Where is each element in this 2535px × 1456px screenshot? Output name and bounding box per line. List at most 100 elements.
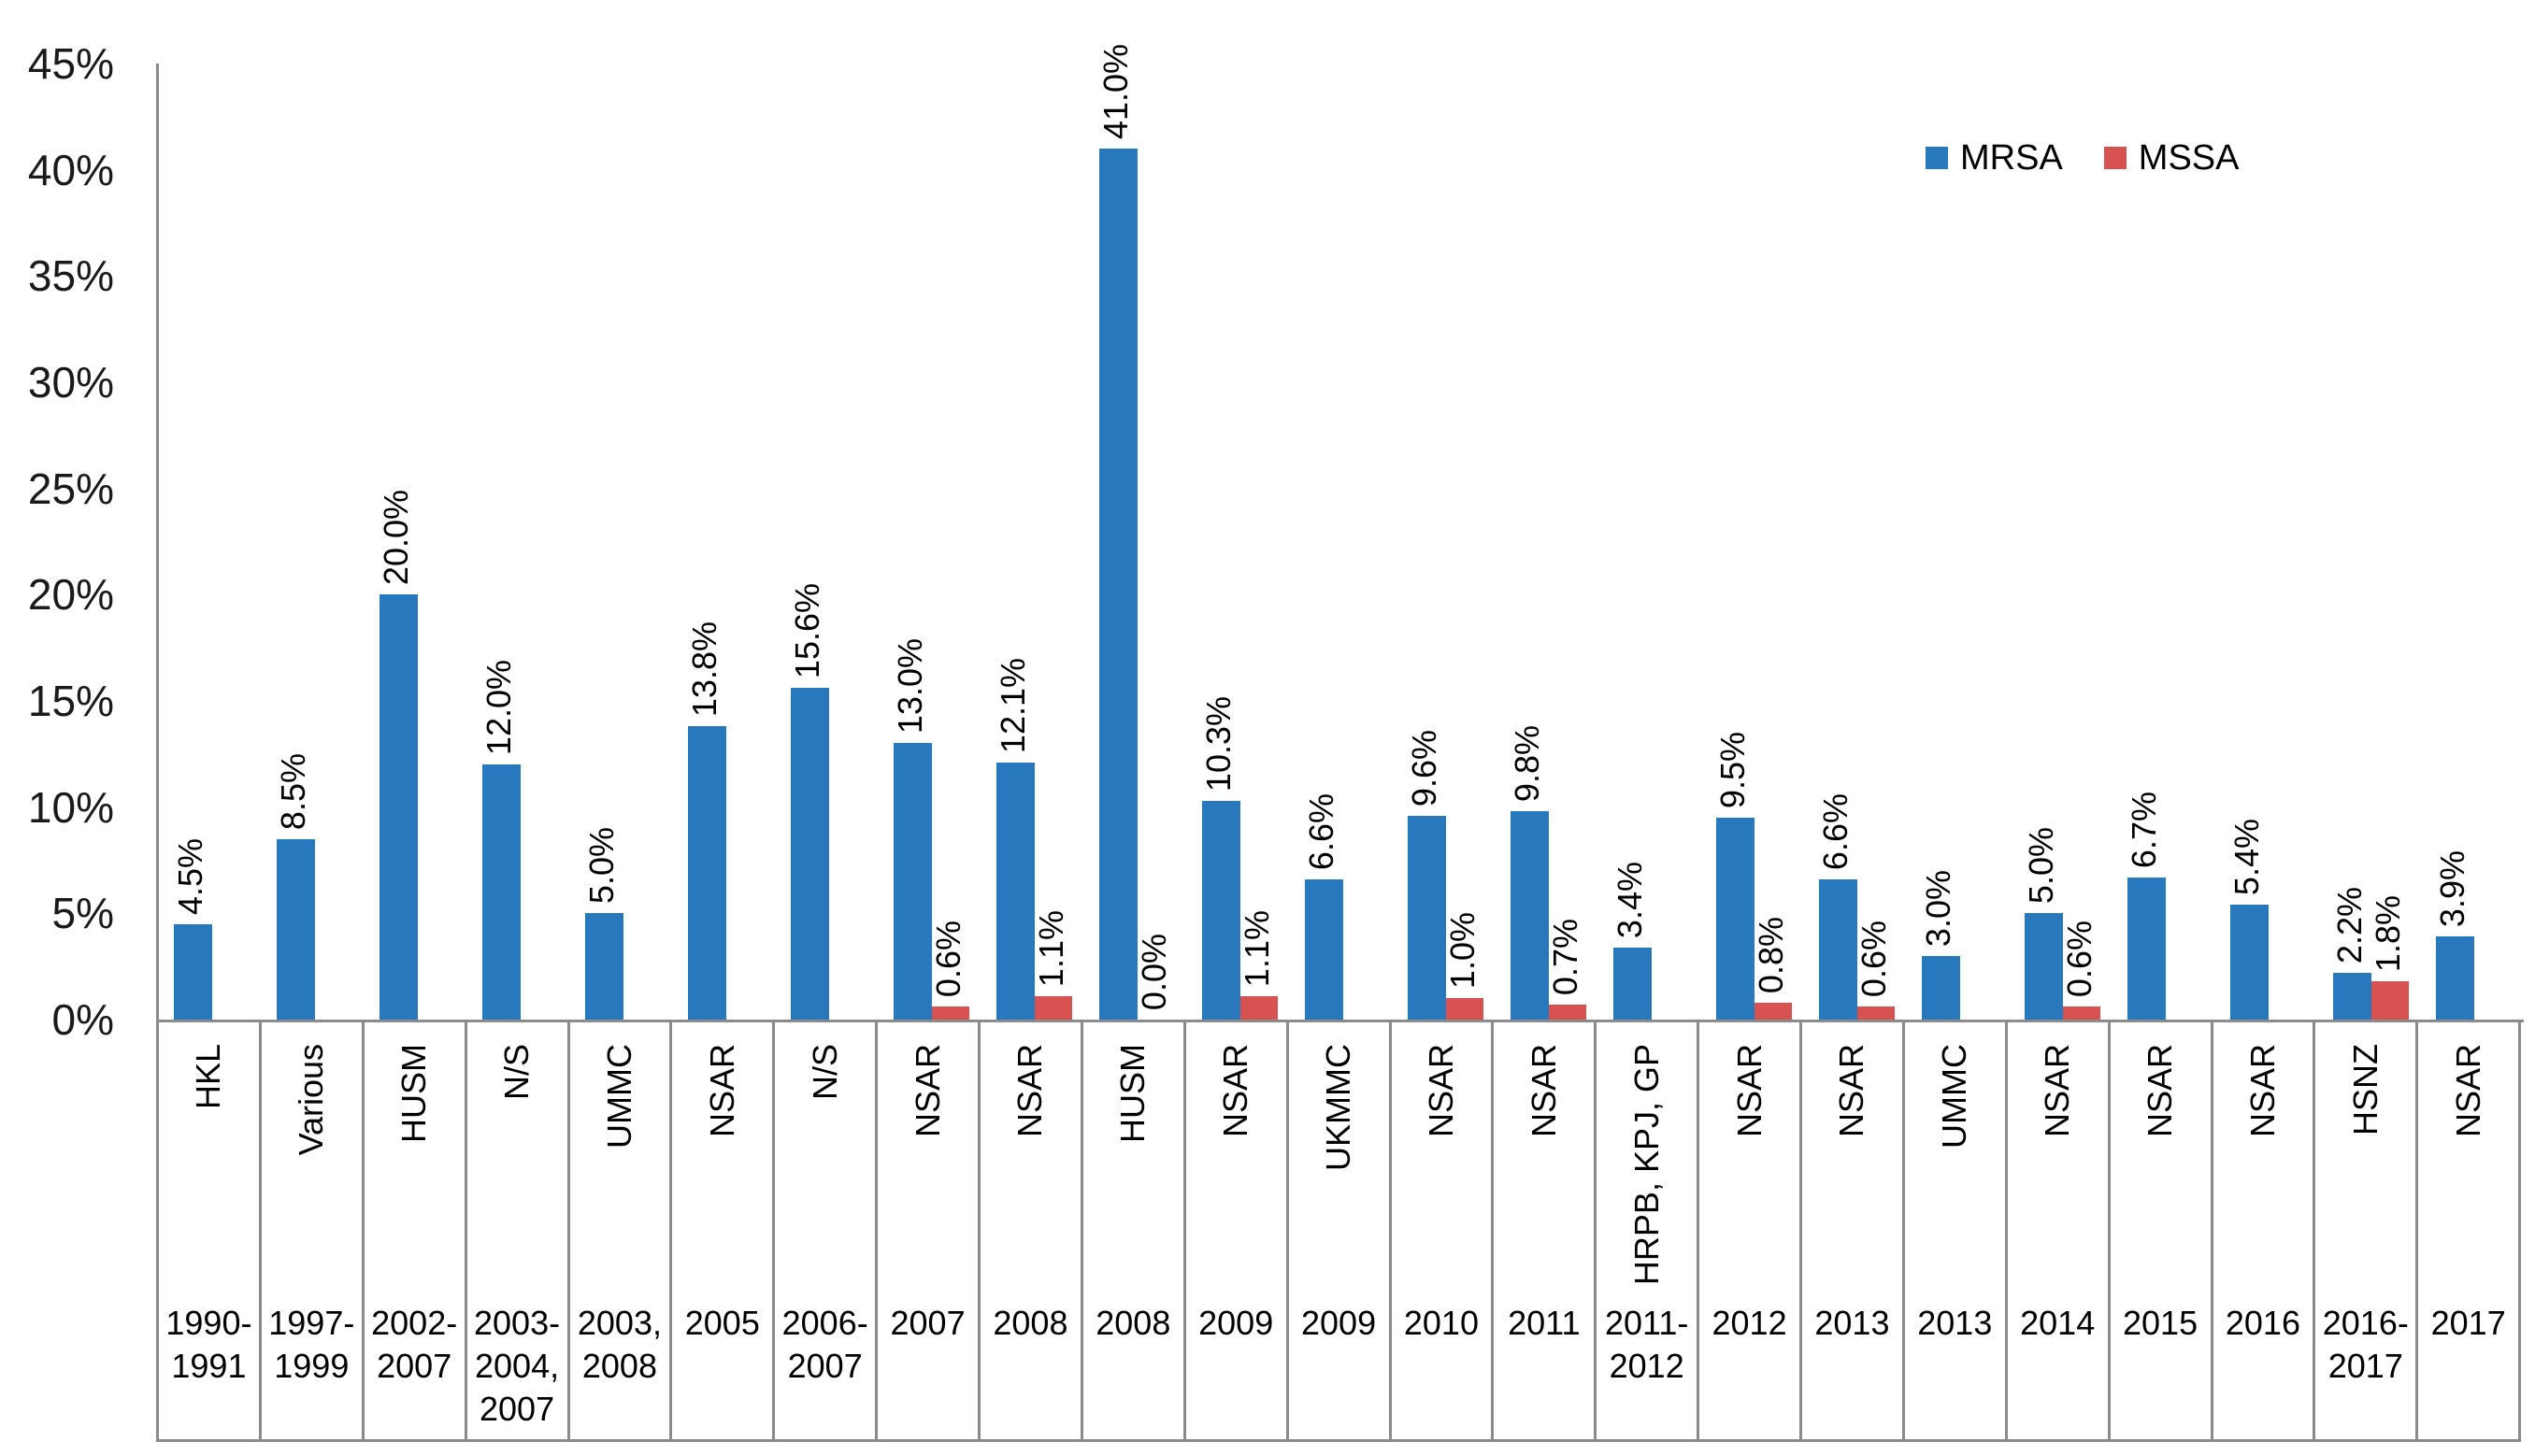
bar-mrsa: [1819, 878, 1857, 1020]
data-label-mrsa: 10.3%: [1199, 695, 1238, 792]
data-label-mrsa: 9.5%: [1713, 731, 1752, 809]
data-label-mrsa: 8.5%: [274, 752, 312, 830]
chart-column: 3.4%: [1598, 64, 1701, 1020]
chart-column: 5.0%: [570, 64, 673, 1020]
y-axis-tick-label: 45%: [27, 39, 114, 88]
x-axis-site-label: UMMC: [599, 1044, 638, 1149]
x-axis-cell: Various 1997-1999: [258, 1020, 362, 1439]
chart-column: 4.5%: [159, 64, 262, 1020]
x-axis-site-label-wrap: NSAR: [1802, 1044, 1902, 1137]
x-axis-site-label: NSAR: [1421, 1044, 1460, 1138]
x-axis-site-label: NSAR: [908, 1044, 947, 1138]
x-axis-site-label-wrap: NSAR: [2213, 1044, 2313, 1137]
x-axis-site-label-wrap: HUSM: [1083, 1044, 1183, 1143]
x-axis-site-label-wrap: NSAR: [878, 1044, 978, 1137]
x-axis-site-label: UKMMC: [1319, 1044, 1358, 1171]
chart-column: 15.6%: [776, 64, 879, 1020]
x-axis-years-label: 2003, 2008: [577, 1304, 662, 1385]
x-axis-site-label: HUSM: [394, 1044, 434, 1143]
x-axis-site-label-wrap: NSAR: [2418, 1044, 2518, 1137]
data-label-mssa: 1.0%: [1443, 912, 1482, 990]
x-axis-years-label: 2005: [684, 1304, 760, 1342]
x-axis-years-label: 2011-2012: [1604, 1304, 1689, 1385]
chart-column: 41.0% 0.0%: [1084, 44, 1187, 1020]
x-axis-cell: NSAR 2005: [669, 1020, 772, 1439]
x-axis-years-label: 2014: [2020, 1304, 2096, 1342]
data-label-mrsa: 4.5%: [171, 837, 209, 915]
bar-mrsa: [1202, 800, 1240, 1020]
data-label-mrsa: 13.0%: [891, 638, 929, 735]
legend-swatch-mssa: [2103, 147, 2127, 169]
bar-mrsa: [791, 688, 829, 1020]
data-label-mssa: 0.8%: [1752, 916, 1790, 993]
x-axis-site-label: NSAR: [1524, 1044, 1563, 1138]
bar-mssa: [1754, 1002, 1792, 1020]
bar-mrsa: [2436, 936, 2474, 1020]
x-axis-years-label: 2011: [1508, 1304, 1581, 1342]
x-axis-years-label: 2012: [1711, 1304, 1787, 1342]
x-axis-cell: N/S 2006-2007: [772, 1020, 875, 1439]
data-label-mrsa: 3.9%: [2433, 850, 2471, 928]
x-axis-years-label: 2010: [1403, 1304, 1479, 1342]
data-label-mrsa: 41.0%: [1096, 43, 1135, 139]
data-label-mrsa: 3.0%: [1919, 869, 1957, 947]
bar-mrsa: [894, 743, 932, 1020]
data-label-mrsa: 15.6%: [788, 583, 826, 679]
y-axis-tick-label: 40%: [27, 145, 114, 194]
x-axis-cell: NSAR 2007: [875, 1020, 978, 1439]
x-axis-site-label-wrap: NSAR: [672, 1044, 772, 1137]
bar-mrsa: [1408, 815, 1446, 1020]
data-label-mssa: 1.1%: [1032, 909, 1070, 987]
chart-column: 12.0%: [467, 64, 570, 1020]
x-axis-site-label: HKL: [189, 1044, 228, 1110]
bar-mrsa: [1305, 878, 1343, 1020]
chart-column: 12.1% 1.1%: [981, 64, 1084, 1020]
y-axis-tick-label: 25%: [27, 464, 114, 513]
x-axis-site-label: NSAR: [2448, 1044, 2487, 1138]
x-axis-site-label: NSAR: [702, 1044, 741, 1138]
bar-mrsa: [174, 923, 212, 1020]
x-axis-cell: NSAR 2015: [2107, 1020, 2211, 1439]
x-axis-site-label: HUSM: [1113, 1044, 1153, 1143]
plot-columns: 4.5% 8.5% 20.0% 12.0% 5.0% 13.8% 15.6% 13.0% 0.6…: [159, 44, 2524, 1020]
data-label-mrsa: 20.0%: [377, 490, 415, 586]
x-axis-site-label: NSAR: [1729, 1044, 1769, 1138]
x-axis-years-label: 2015: [2123, 1304, 2198, 1342]
x-axis-site-label-wrap: N/S: [775, 1044, 875, 1100]
x-axis-site-label: UMMC: [1935, 1044, 1974, 1149]
x-axis-site-label-wrap: HRPB, KPJ, GP: [1597, 1044, 1697, 1285]
x-axis-years-label: 2009: [1301, 1304, 1377, 1342]
bar-mrsa: [2127, 877, 2166, 1020]
x-axis-cell: NSAR 2014: [2004, 1020, 2108, 1439]
bar-mssa: [2063, 1006, 2100, 1020]
legend-label: MSSA: [2138, 138, 2240, 178]
data-label-mrsa: 13.8%: [685, 621, 723, 718]
x-axis-site-label: HRPB, KPJ, GP: [1626, 1044, 1666, 1286]
x-axis-years-label: 1997-1999: [268, 1304, 355, 1385]
bar-mrsa: [2333, 973, 2371, 1020]
x-axis-years-label: 1990-1991: [165, 1304, 252, 1385]
x-axis-cell: UMMC 2013: [1901, 1020, 2005, 1439]
x-axis-years-label: 2003-2004, 2007: [474, 1304, 561, 1428]
data-label-mrsa: 5.0%: [582, 827, 621, 905]
bar-mrsa: [688, 726, 726, 1020]
y-axis-tick-label: 20%: [27, 570, 114, 620]
x-axis-site-label-wrap: Various: [262, 1044, 362, 1155]
bar-mrsa: [482, 764, 521, 1020]
y-axis-tick-label: 15%: [27, 677, 114, 725]
data-label-mssa: 0.6%: [929, 921, 967, 998]
bar-mrsa: [1099, 148, 1138, 1020]
data-label-mrsa: 5.4%: [2227, 819, 2266, 896]
x-axis-site-label: NSAR: [2242, 1044, 2282, 1138]
data-label-mssa: 0.6%: [1855, 921, 1893, 998]
bar-mssa: [2371, 981, 2409, 1020]
bar-mssa: [932, 1006, 969, 1020]
bar-mssa: [1240, 996, 1278, 1020]
bar-mrsa: [277, 838, 315, 1020]
chart-column: 3.0%: [1907, 64, 2010, 1020]
chart-column: 2.2% 1.8%: [2318, 64, 2421, 1020]
data-label-mrsa: 2.2%: [2330, 886, 2369, 964]
x-axis-cell: NSAR 2009: [1182, 1020, 1286, 1439]
x-axis-site-label-wrap: NSAR: [981, 1044, 1081, 1137]
